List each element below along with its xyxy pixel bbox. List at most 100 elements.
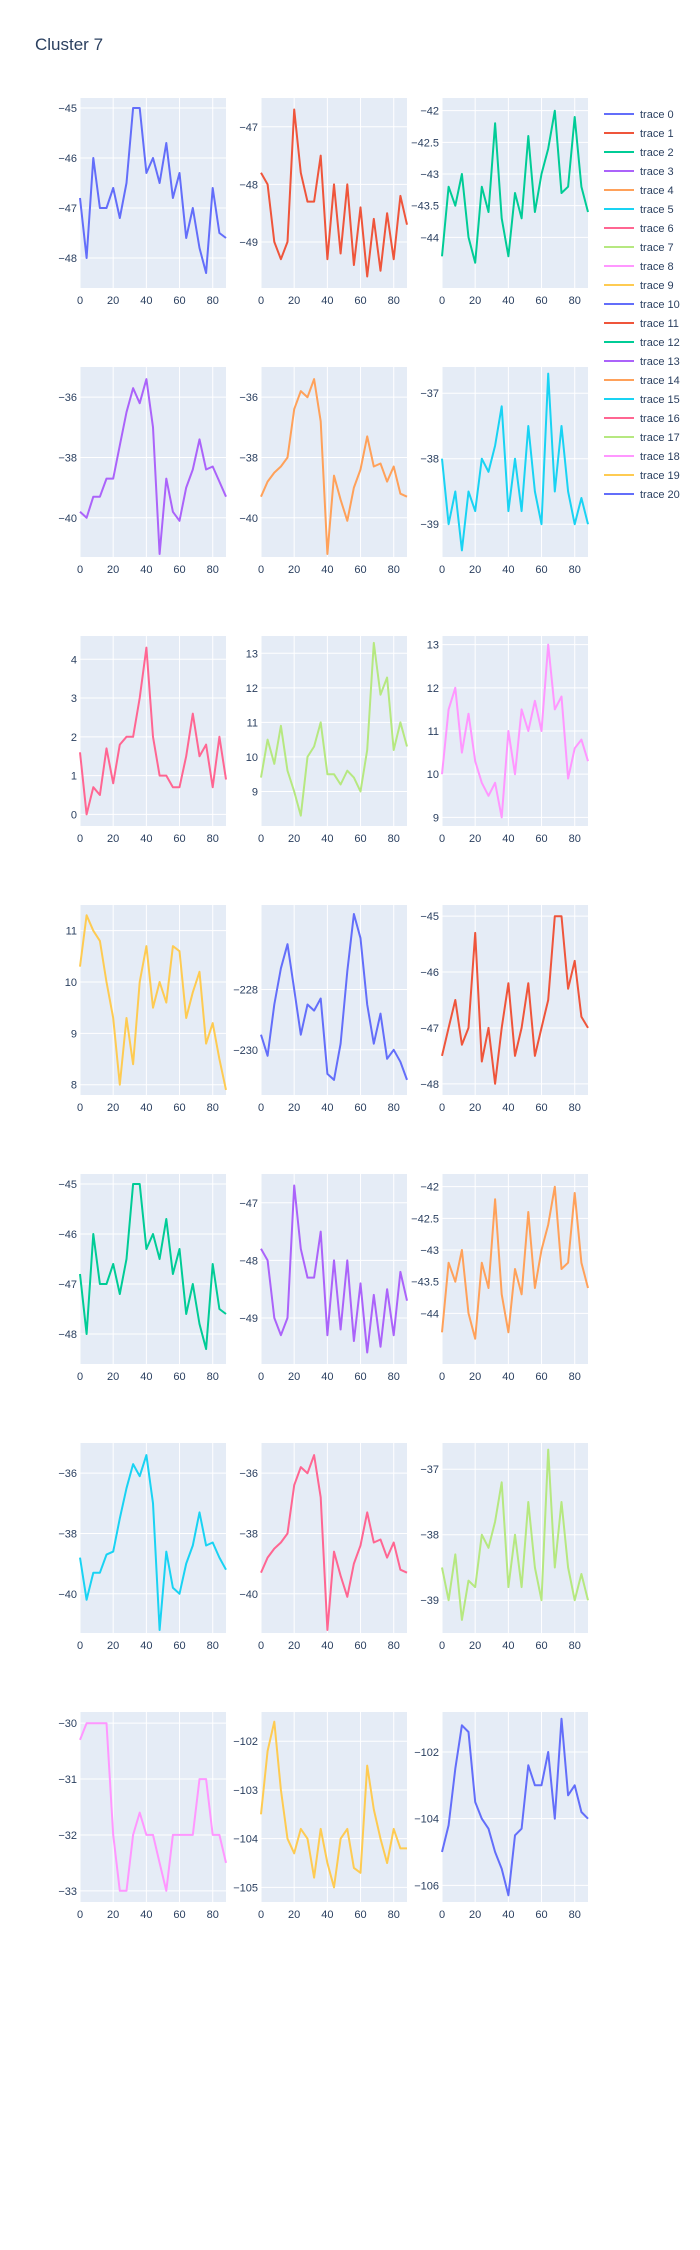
y-tick-label: −48: [239, 1255, 258, 1267]
legend-label: trace 10: [640, 299, 680, 311]
x-tick-label: 60: [354, 564, 366, 576]
y-tick-label: 9: [433, 812, 439, 824]
legend-item[interactable]: trace 1: [604, 128, 674, 140]
x-tick-label: 40: [502, 833, 514, 845]
x-tick-label: 0: [439, 295, 445, 307]
plot-area: [442, 905, 588, 1095]
legend-label: trace 15: [640, 394, 680, 406]
x-tick-label: 80: [388, 1371, 400, 1383]
legend-item[interactable]: trace 13: [604, 356, 680, 368]
legend-item[interactable]: trace 4: [604, 185, 674, 197]
x-tick-label: 20: [469, 833, 481, 845]
legend-label: trace 6: [640, 223, 674, 235]
legend-label: trace 5: [640, 204, 674, 216]
subplot-5: 0 20 40 60 80 −39 −38 −37: [420, 367, 589, 576]
y-tick-label: −39: [420, 519, 439, 531]
x-tick-label: 20: [107, 295, 119, 307]
x-tick-label: 20: [288, 1640, 300, 1652]
x-tick-label: 40: [140, 833, 152, 845]
series-line-4: [260, 378, 408, 555]
legend-item[interactable]: trace 12: [604, 337, 680, 349]
y-tick-label: −47: [420, 1023, 439, 1035]
x-tick-label: 60: [535, 1909, 547, 1921]
y-tick-label: −33: [58, 1886, 77, 1898]
x-tick-label: 40: [502, 1371, 514, 1383]
y-tick-label: −40: [58, 513, 77, 525]
x-tick-label: 60: [173, 295, 185, 307]
x-tick-label: 0: [258, 1640, 264, 1652]
legend-label: trace 2: [640, 147, 674, 159]
series-line-13: [260, 1184, 408, 1354]
y-tick-label: −48: [420, 1079, 439, 1091]
legend-item[interactable]: trace 18: [604, 451, 680, 463]
legend-label: trace 14: [640, 375, 680, 387]
y-tick-label: 11: [428, 726, 439, 738]
y-tick-label: −48: [239, 179, 258, 191]
x-tick-label: 20: [107, 1909, 119, 1921]
y-tick-label: −43: [420, 169, 439, 181]
x-tick-label: 0: [439, 564, 445, 576]
x-tick-label: 20: [107, 1640, 119, 1652]
y-tick-label: −105: [233, 1882, 258, 1894]
y-tick-label: 2: [71, 732, 77, 744]
y-tick-label: −47: [239, 1198, 258, 1210]
series-line-9: [79, 914, 227, 1091]
x-tick-label: 80: [207, 833, 219, 845]
x-tick-label: 60: [535, 1371, 547, 1383]
x-tick-label: 60: [173, 564, 185, 576]
x-tick-label: 40: [140, 1371, 152, 1383]
y-tick-label: −104: [414, 1814, 439, 1826]
x-tick-label: 20: [288, 833, 300, 845]
legend-label: trace 18: [640, 451, 680, 463]
series-line-19: [260, 1720, 407, 1889]
legend-item[interactable]: trace 6: [604, 223, 674, 235]
legend-item[interactable]: trace 9: [604, 280, 674, 292]
legend-item[interactable]: trace 11: [604, 318, 679, 330]
series-line-6: [79, 646, 227, 816]
y-tick-label: −38: [58, 452, 77, 464]
x-tick-label: 0: [77, 1102, 83, 1114]
plot-area: [261, 1712, 407, 1902]
y-tick-label: −38: [420, 454, 439, 466]
y-tick-label: −37: [420, 1464, 439, 1476]
y-tick-label: 10: [65, 977, 77, 989]
x-tick-label: 40: [140, 1909, 152, 1921]
legend-item[interactable]: trace 8: [604, 261, 674, 273]
series-line-12: [79, 1183, 227, 1350]
x-tick-label: 80: [569, 833, 581, 845]
y-tick-label: −36: [58, 392, 77, 404]
series-line-16: [260, 1454, 408, 1631]
legend-item[interactable]: trace 16: [604, 413, 680, 425]
legend-item[interactable]: trace 5: [604, 204, 674, 216]
plot-area: [442, 1712, 588, 1902]
subplot-17: 0 20 40 60 80 −39 −38 −37: [420, 1443, 589, 1652]
legend-item[interactable]: trace 3: [604, 166, 674, 178]
x-tick-label: 0: [258, 564, 264, 576]
x-tick-label: 0: [77, 1640, 83, 1652]
legend-item[interactable]: trace 14: [604, 375, 680, 387]
legend-item[interactable]: trace 7: [604, 242, 674, 254]
y-tick-label: −47: [58, 203, 77, 215]
legend-item[interactable]: trace 17: [604, 432, 680, 444]
legend-item[interactable]: trace 15: [604, 394, 680, 406]
y-tick-label: −102: [233, 1736, 258, 1748]
series-line-11: [441, 915, 589, 1085]
series-line-20: [441, 1717, 589, 1897]
legend[interactable]: trace 0 trace 1 trace 2 trace 3 trace 4 trace…: [604, 109, 680, 501]
x-tick-label: 60: [535, 295, 547, 307]
x-tick-label: 40: [321, 1371, 333, 1383]
x-tick-label: 0: [258, 1102, 264, 1114]
legend-item[interactable]: trace 20: [604, 489, 680, 501]
y-tick-label: −49: [239, 1313, 258, 1325]
x-tick-label: 20: [469, 295, 481, 307]
legend-item[interactable]: trace 19: [604, 470, 680, 482]
x-tick-label: 20: [288, 1371, 300, 1383]
legend-item[interactable]: trace 0: [604, 109, 674, 121]
x-tick-label: 80: [388, 564, 400, 576]
x-tick-label: 0: [439, 1909, 445, 1921]
x-tick-label: 60: [354, 1371, 366, 1383]
legend-item[interactable]: trace 2: [604, 147, 674, 159]
legend-item[interactable]: trace 10: [604, 299, 680, 311]
subplot-14: 0 20 40 60 80 −44 −43.5 −43 −42.5 −42: [411, 1174, 589, 1383]
